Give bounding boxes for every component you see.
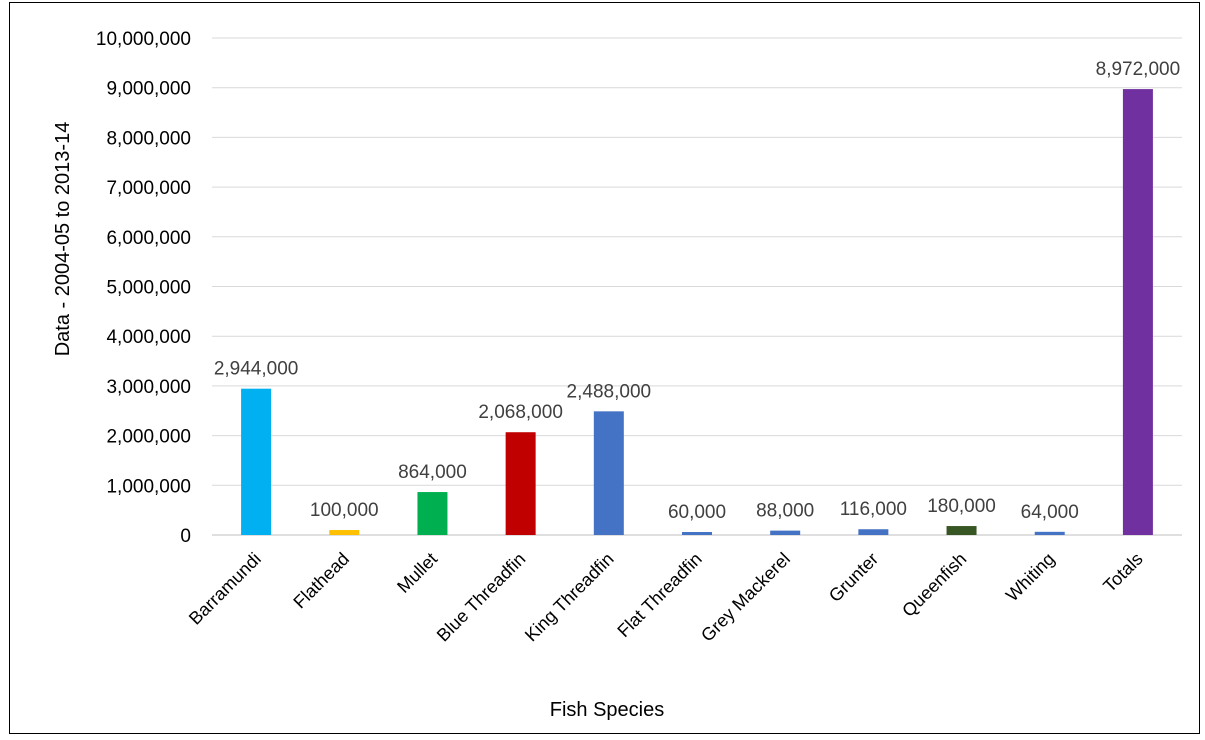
x-tick-label: Grey Mackerel — [697, 549, 794, 646]
data-label: 64,000 — [1021, 502, 1079, 523]
x-tick-label: Flat Threadfin — [613, 549, 705, 641]
data-label: 2,944,000 — [214, 359, 299, 380]
bar — [593, 411, 624, 535]
x-tick-label: Mullet — [393, 549, 441, 597]
data-label: 180,000 — [927, 496, 996, 517]
bar — [1122, 89, 1153, 535]
x-tick-label: Barramundi — [185, 549, 265, 629]
data-label: 864,000 — [398, 462, 467, 483]
data-label: 116,000 — [840, 499, 907, 520]
bar — [417, 492, 448, 535]
bar — [329, 530, 360, 535]
y-tick-label: 1,000,000 — [106, 476, 191, 497]
y-tick-label: 4,000,000 — [106, 327, 191, 348]
x-tick-label: Totals — [1099, 549, 1146, 596]
y-axis-ticks: 0 1,000,000 2,000,000 3,000,000 4,000,000 5,0… — [96, 29, 191, 547]
data-label: 88,000 — [756, 501, 814, 522]
x-tick-label: Queenfish — [898, 549, 970, 621]
x-tick-label: Grunter — [825, 549, 882, 606]
data-label: 2,488,000 — [567, 381, 652, 402]
bar — [858, 529, 889, 535]
y-tick-label: 2,000,000 — [106, 427, 191, 448]
y-tick-label: 8,000,000 — [106, 128, 191, 149]
data-label: 2,068,000 — [478, 402, 563, 423]
bars — [241, 89, 1153, 535]
data-labels: 2,944,000 100,000 864,000 2,068,0002,488,00… — [214, 59, 1180, 523]
bar — [1034, 531, 1065, 535]
y-tick-label: 6,000,000 — [106, 228, 191, 249]
x-tick-label: Flathead — [289, 549, 353, 613]
y-tick-label: 3,000,000 — [106, 377, 191, 398]
y-tick-label: 7,000,000 — [106, 178, 191, 199]
bar — [505, 432, 536, 535]
x-tick-label: King Threadfin — [521, 549, 618, 646]
bar — [946, 526, 977, 535]
y-tick-label: 9,000,000 — [106, 79, 191, 100]
bar — [682, 532, 712, 535]
y-tick-label: 0 — [180, 526, 191, 547]
bar — [241, 388, 272, 535]
data-label: 60,000 — [668, 502, 726, 523]
y-axis-title: Data - 2004-05 to 2013-14 — [52, 122, 74, 357]
x-tick-label: Whiting — [1002, 549, 1059, 606]
data-label: 8,972,000 — [1096, 59, 1181, 80]
x-tick-label: Blue Threadfin — [433, 549, 530, 646]
chart-frame — [9, 2, 1200, 734]
y-tick-label: 10,000,000 — [96, 29, 191, 50]
x-axis-title: Fish Species — [550, 699, 665, 721]
data-label: 100,000 — [310, 500, 379, 521]
gridlines — [212, 37, 1182, 536]
bar — [770, 530, 801, 535]
y-tick-label: 5,000,000 — [106, 278, 191, 299]
